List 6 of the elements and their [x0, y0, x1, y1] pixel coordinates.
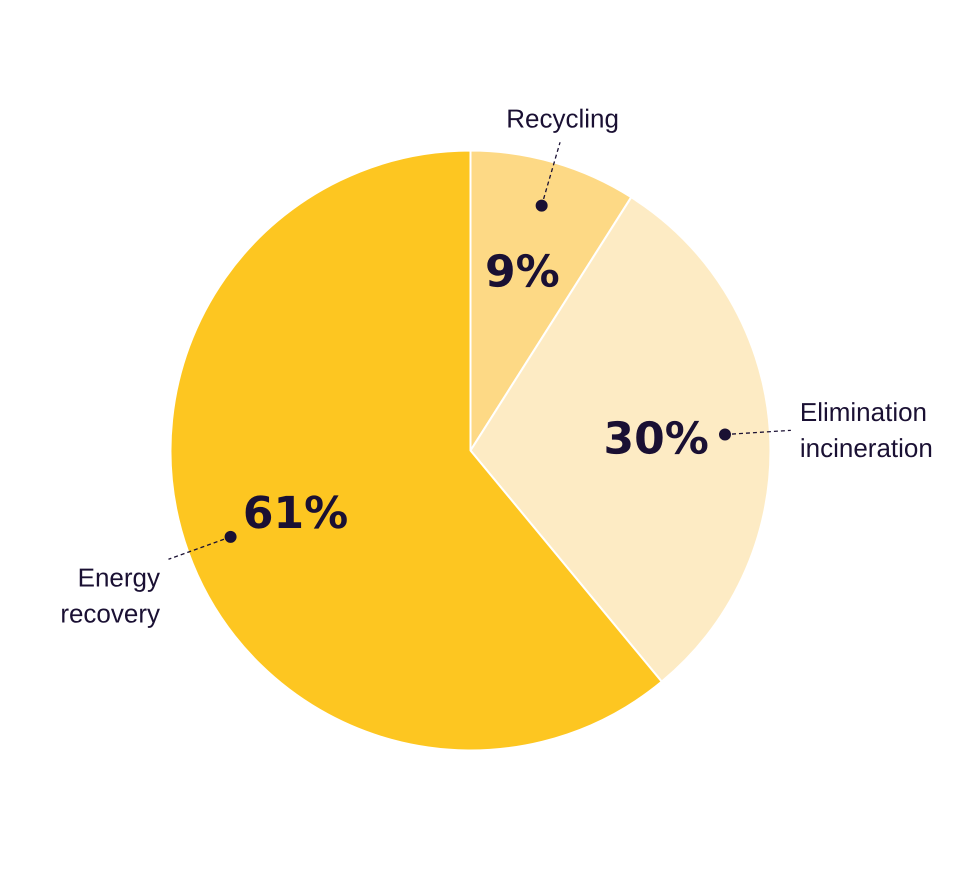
slice-label: Energy recovery — [60, 562, 160, 628]
slice-label: Recycling — [506, 104, 619, 134]
slice-label: Elimination incineration — [800, 396, 933, 463]
data-label: 9% — [485, 246, 560, 298]
data-label: 30% — [603, 413, 709, 464]
data-label: 61% — [242, 488, 348, 540]
